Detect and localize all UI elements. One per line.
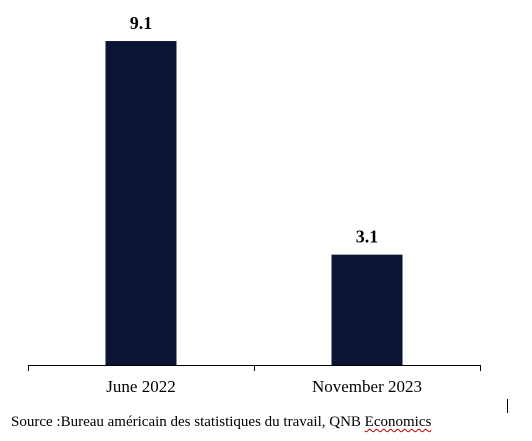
edge-marker [507,399,508,413]
data-labels-group: 9.1 3.1 [130,13,379,247]
bar [331,254,403,365]
bar-value-label: 9.1 [130,13,153,33]
x-axis-tick-labels-group: June 2022 November 2023 [106,377,422,396]
x-axis-tick-label: November 2023 [312,377,422,396]
source-note-text: Source :Bureau américain des statistique… [11,414,365,430]
source-note-highlighted-word: Economics [364,414,432,430]
source-note: Source :Bureau américain des statistique… [11,414,431,431]
x-axis-ticks-group [28,365,481,371]
bars-group [105,41,403,365]
x-axis-tick-label: June 2022 [106,377,175,396]
bar [105,41,177,365]
bar-value-label: 3.1 [356,227,379,247]
